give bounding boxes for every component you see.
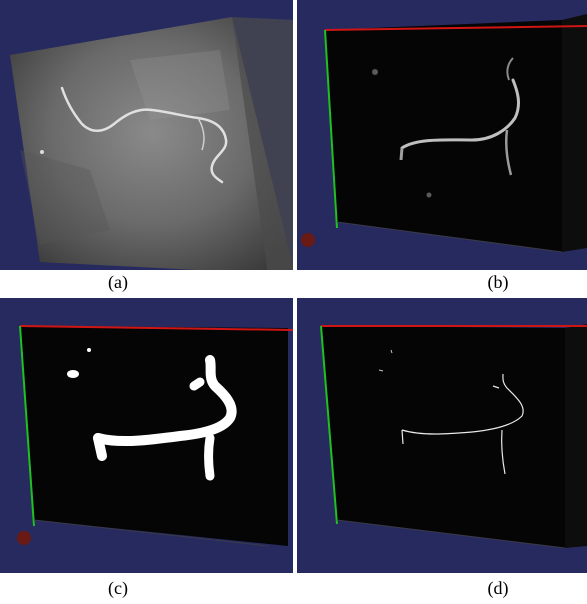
panel-c-canvas [0,298,293,573]
vessel-segment [93,433,107,461]
vessel-segment [93,355,237,447]
segment-blob [87,348,91,352]
vessel-branch [399,147,404,161]
box-front-face [321,326,565,548]
y-axis-line [19,325,35,527]
caption-c: (c) [108,578,128,598]
panel-b-filtered-volume [297,0,587,270]
panel-b-canvas [297,0,587,270]
centerline-fragment [390,349,393,354]
box-edge [336,221,563,253]
panel-d-canvas [297,298,587,573]
volume-slice [10,17,293,270]
panel-c-segmentation [0,298,293,573]
caption-b: (b) [487,272,509,292]
texture-patch [20,150,110,245]
box-edge [33,519,269,547]
vessel-branch [506,57,514,81]
centerline-branch [401,429,404,445]
panel-a-canvas [0,0,293,270]
orientation-marker-icon [17,531,31,545]
centerline-fragment [378,369,384,372]
box-edge [336,519,566,549]
orientation-marker-icon [301,233,315,247]
centerline-branch [492,385,500,389]
noise-blob [372,69,378,75]
caption-a: (a) [108,272,128,292]
x-axis-line [324,25,587,31]
noise-blob [426,192,432,198]
centerline-branch [501,429,506,475]
box-side-face [562,14,587,252]
volume-slice-edge [232,17,293,270]
box-side-face [565,324,587,548]
caption-d: (d) [487,578,509,598]
vessel-branch [504,129,513,176]
y-axis-line [320,325,338,525]
panel-d-centerline [297,298,587,573]
y-axis-line [324,29,338,229]
texture-patch [130,50,230,120]
vessel-branch [197,117,205,151]
box-front-face [325,20,562,252]
panel-a-raw-volume [0,0,293,270]
vessel-path [60,86,228,184]
x-axis-line [19,325,293,331]
bright-spot [40,150,44,154]
vessel-segment [204,433,215,481]
segment-blob [67,370,79,378]
vessel-segment [189,377,205,391]
vessel-path [400,78,520,150]
centerline-path [401,373,524,435]
